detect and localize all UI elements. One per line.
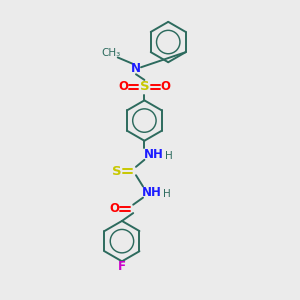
Text: O: O: [109, 202, 119, 215]
Text: O: O: [160, 80, 170, 93]
Text: O: O: [118, 80, 128, 93]
Text: S: S: [140, 80, 149, 93]
Text: F: F: [118, 260, 126, 273]
Text: CH₃: CH₃: [101, 48, 120, 58]
Text: H: H: [165, 152, 173, 161]
Text: NH: NH: [144, 148, 164, 161]
Text: S: S: [112, 164, 121, 178]
Text: NH: NH: [142, 186, 161, 199]
Text: H: H: [163, 189, 171, 199]
Text: N: N: [131, 62, 141, 75]
